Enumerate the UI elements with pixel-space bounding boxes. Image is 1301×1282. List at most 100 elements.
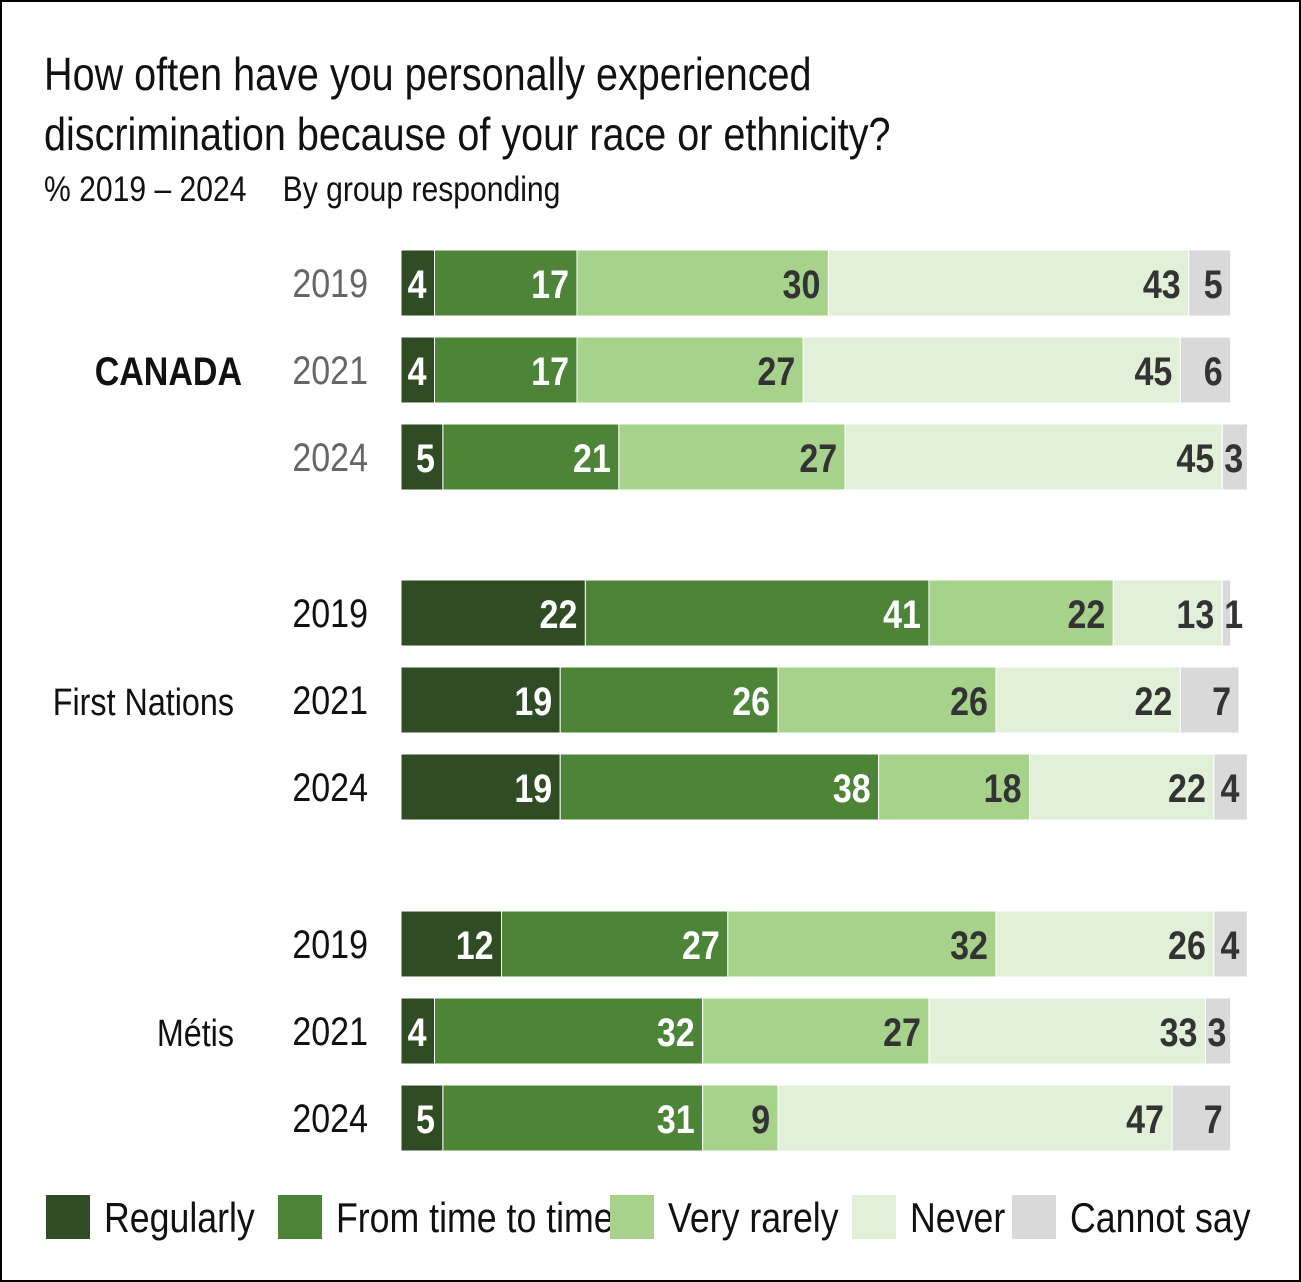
data-label: 27 [757,348,795,393]
year-label: 2021 [292,1008,368,1053]
data-label: 45 [1176,435,1214,480]
data-label: 26 [950,678,988,723]
bar-segment-from-time-to-time [584,579,930,647]
data-label: 33 [1160,1009,1198,1054]
bar-segment-never [802,336,1181,404]
data-label: 22 [1168,765,1206,810]
year-label: 2019 [292,590,368,635]
year-label: 2024 [292,764,368,809]
bar-segment-never [827,249,1190,317]
data-label: 17 [531,348,569,393]
data-label: 21 [573,435,611,480]
bar-segment-regularly [400,666,561,734]
bar-segment-from-time-to-time [559,666,779,734]
bar-segment-never [995,910,1215,978]
data-label: 26 [1168,922,1206,967]
bar-segment-cannot-say [1213,753,1248,821]
data-label: 22 [1135,678,1173,723]
bar-segment-regularly [400,579,586,647]
data-label: 17 [531,261,569,306]
bar-segment-from-time-to-time [442,423,620,491]
group-label: Métis [157,1013,234,1055]
bar-segment-never [1029,753,1215,821]
bar-segment-very-rarely [702,997,930,1065]
bar-segment-very-rarely [576,249,829,317]
data-label: 4 [408,348,427,393]
year-label: 2021 [292,347,368,392]
bar-segment-cannot-say [1221,579,1232,647]
legend-label: Very rarely [668,1195,839,1241]
data-label: 47 [1126,1096,1164,1141]
group-label: CANADA [95,348,242,393]
year-label: 2021 [292,677,368,722]
data-label: 41 [883,591,921,636]
data-label: 4 [408,261,427,306]
data-label: 32 [950,922,988,967]
chart-title: How often have you personally experience… [44,44,904,164]
bar-segment-regularly [400,753,561,821]
data-label: 43 [1143,261,1181,306]
legend-label: From time to time [336,1195,614,1241]
bar-segment-from-time-to-time [559,753,880,821]
year-label: 2019 [292,260,368,305]
year-label: 2019 [292,921,368,966]
subtitle-range: % 2019 – 2024 [44,170,247,209]
bar-segment-never [777,1084,1173,1152]
bar-segment-very-rarely [777,666,997,734]
bar-segment-very-rarely [702,1084,779,1152]
data-label: 26 [732,678,770,723]
data-label: 5 [1204,261,1223,306]
data-label: 27 [682,922,720,967]
bar-segment-very-rarely [576,336,804,404]
legend-swatch [1012,1195,1056,1239]
data-label: 19 [514,678,552,723]
data-label: 31 [657,1096,695,1141]
legend-label: Never [910,1195,1005,1241]
legend-swatch [46,1195,90,1239]
bar-segment-very-rarely [878,753,1030,821]
data-label: 30 [783,261,821,306]
bar-segment-cannot-say [1179,666,1240,734]
bar-segment-very-rarely [928,579,1114,647]
bar-segment-cannot-say [1221,423,1248,491]
legend-label: Cannot say [1070,1195,1251,1241]
legend-swatch [610,1195,654,1239]
data-label: 32 [657,1009,695,1054]
year-label: 2024 [292,1095,368,1140]
chart-title-line: How often have you personally experience… [44,48,812,100]
bar-segment-never [1112,579,1223,647]
bar-segment-from-time-to-time [434,249,578,317]
bar-segment-from-time-to-time [434,336,578,404]
bar-segment-regularly [400,423,444,491]
data-label: 27 [799,435,837,480]
bar-segment-regularly [400,336,436,404]
data-label: 38 [833,765,871,810]
bar-segment-very-rarely [618,423,846,491]
data-label: 1 [1224,591,1243,636]
data-label: 5 [416,1096,435,1141]
bar-segment-cannot-say [1188,249,1232,317]
bar-segment-regularly [400,249,436,317]
bar-segment-regularly [400,910,503,978]
data-label: 13 [1176,591,1214,636]
bar-segment-from-time-to-time [501,910,729,978]
data-label: 3 [1207,1009,1226,1054]
data-label: 7 [1212,678,1231,723]
data-label: 22 [540,591,578,636]
data-label: 7 [1204,1096,1223,1141]
legend-swatch [278,1195,322,1239]
data-label: 45 [1135,348,1173,393]
legend-label: Regularly [104,1195,255,1241]
year-label: 2024 [292,434,368,479]
bar-segment-regularly [400,997,436,1065]
bar-segment-very-rarely [727,910,997,978]
data-label: 6 [1204,348,1223,393]
bar-segment-cannot-say [1213,910,1248,978]
legend-swatch [852,1195,896,1239]
bar-segment-from-time-to-time [442,1084,704,1152]
bar-segment-never [928,997,1206,1065]
group-label: First Nations [53,682,234,724]
data-label: 18 [984,765,1022,810]
data-label: 4 [1220,922,1239,967]
bar-segment-never [995,666,1181,734]
